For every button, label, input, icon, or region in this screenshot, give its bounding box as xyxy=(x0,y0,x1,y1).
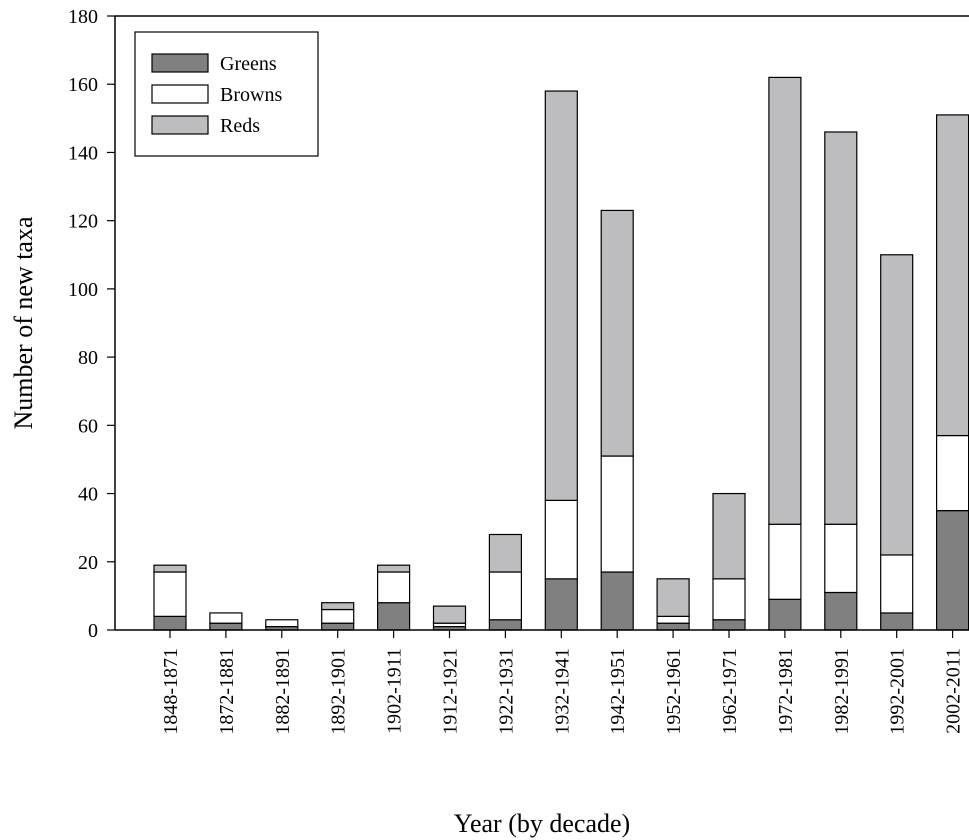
bar-browns-1882-1891 xyxy=(265,619,299,628)
bar-reds-2002-2011 xyxy=(935,114,969,437)
y-tick-label-20: 20 xyxy=(78,552,98,574)
x-ticks: 1848-1871 1872-1881 1882-1891 1892-1901 1902… xyxy=(160,630,965,735)
x-tick-label-1912-1921: 1912-1921 xyxy=(440,648,462,735)
bar-greens-1942-1951 xyxy=(600,571,634,631)
legend-swatch-reds xyxy=(151,115,209,135)
x-tick-label-1992-2001: 1992-2001 xyxy=(887,648,909,735)
bar-reds-1962-1971 xyxy=(712,492,746,580)
legend-label-browns: Browns xyxy=(220,84,282,106)
bar-greens-1922-1931 xyxy=(488,619,522,631)
bar-reds-1942-1951 xyxy=(600,209,634,457)
x-tick-label-1932-1941: 1932-1941 xyxy=(551,648,573,735)
axes-layer xyxy=(114,15,969,631)
x-tick-label-1942-1951: 1942-1951 xyxy=(607,648,629,735)
x-tick-label-1848-1871: 1848-1871 xyxy=(160,648,182,735)
bar-browns-1962-1971 xyxy=(712,578,746,621)
x-tick-label-2002-2011: 2002-2011 xyxy=(943,648,965,734)
bar-greens-1972-1981 xyxy=(768,598,802,631)
bar-browns-1872-1881 xyxy=(209,612,243,624)
y-tick-label-60: 60 xyxy=(78,415,98,437)
y-tick-label-100: 100 xyxy=(68,279,98,301)
bar-browns-1952-1961 xyxy=(656,615,690,624)
bar-greens-1848-1871 xyxy=(153,615,187,631)
x-tick-label-1952-1961: 1952-1961 xyxy=(663,648,685,735)
bar-reds-1912-1921 xyxy=(432,605,467,624)
bar-greens-1982-1991 xyxy=(824,591,858,631)
y-tick-label-80: 80 xyxy=(78,347,98,369)
bar-greens-1952-1961 xyxy=(656,622,690,631)
x-tick-label-1902-1911: 1902-1911 xyxy=(384,648,406,734)
bar-reds-1922-1931 xyxy=(488,533,522,573)
bar-greens-1892-1901 xyxy=(321,622,355,631)
bar-browns-1848-1871 xyxy=(153,571,187,617)
y-tick-label-140: 140 xyxy=(68,142,98,164)
bars-layer xyxy=(153,76,969,631)
x-tick-label-1972-1981: 1972-1981 xyxy=(775,648,797,735)
x-tick-label-1982-1991: 1982-1991 xyxy=(831,648,853,735)
bar-browns-1922-1931 xyxy=(488,571,522,621)
bar-browns-1992-2001 xyxy=(880,554,914,614)
bar-greens-2002-2011 xyxy=(935,510,969,631)
bar-greens-1992-2001 xyxy=(880,612,914,631)
legend-swatch-greens xyxy=(151,53,209,73)
y-tick-label-180: 180 xyxy=(68,6,98,28)
x-tick-label-1962-1971: 1962-1971 xyxy=(719,648,741,735)
bar-browns-1932-1941 xyxy=(544,499,578,580)
legend-swatch-browns xyxy=(151,84,209,104)
bar-reds-1892-1901 xyxy=(321,602,355,611)
bar-reds-1932-1941 xyxy=(544,90,578,501)
bar-reds-1952-1961 xyxy=(656,578,690,617)
y-tick-label-0: 0 xyxy=(88,620,98,642)
bar-reds-1972-1981 xyxy=(768,76,802,525)
bar-greens-1962-1971 xyxy=(712,619,746,631)
y-tick-label-120: 120 xyxy=(68,211,98,233)
bar-greens-1902-1911 xyxy=(377,602,411,631)
bar-greens-1932-1941 xyxy=(544,578,578,631)
x-tick-label-1892-1901: 1892-1901 xyxy=(328,648,350,735)
y-ticks: 0 20 40 60 80 100 120 140 160 180 xyxy=(68,6,115,642)
legend: Greens Browns Reds xyxy=(134,31,319,157)
x-axis-title: Year (by decade) xyxy=(454,809,630,838)
bar-browns-1942-1951 xyxy=(600,455,634,573)
bar-browns-1892-1901 xyxy=(321,608,355,624)
bar-reds-1992-2001 xyxy=(880,254,914,556)
bar-reds-1982-1991 xyxy=(824,131,858,525)
bar-browns-2002-2011 xyxy=(935,434,969,512)
bar-reds-1848-1871 xyxy=(153,564,187,573)
legend-label-reds: Reds xyxy=(220,115,260,137)
bar-greens-1872-1881 xyxy=(209,622,243,631)
bar-browns-1982-1991 xyxy=(824,523,858,594)
y-axis-title: Number of new taxa xyxy=(9,216,38,429)
x-tick-label-1922-1931: 1922-1931 xyxy=(495,648,517,735)
x-tick-label-1872-1881: 1872-1881 xyxy=(216,648,238,735)
y-tick-label-160: 160 xyxy=(68,74,98,96)
bar-reds-1902-1911 xyxy=(377,564,411,573)
legend-label-greens: Greens xyxy=(220,53,277,75)
y-tick-label-40: 40 xyxy=(78,484,98,506)
x-tick-label-1882-1891: 1882-1891 xyxy=(272,648,294,735)
bar-browns-1972-1981 xyxy=(768,523,802,600)
bar-browns-1902-1911 xyxy=(377,571,411,604)
